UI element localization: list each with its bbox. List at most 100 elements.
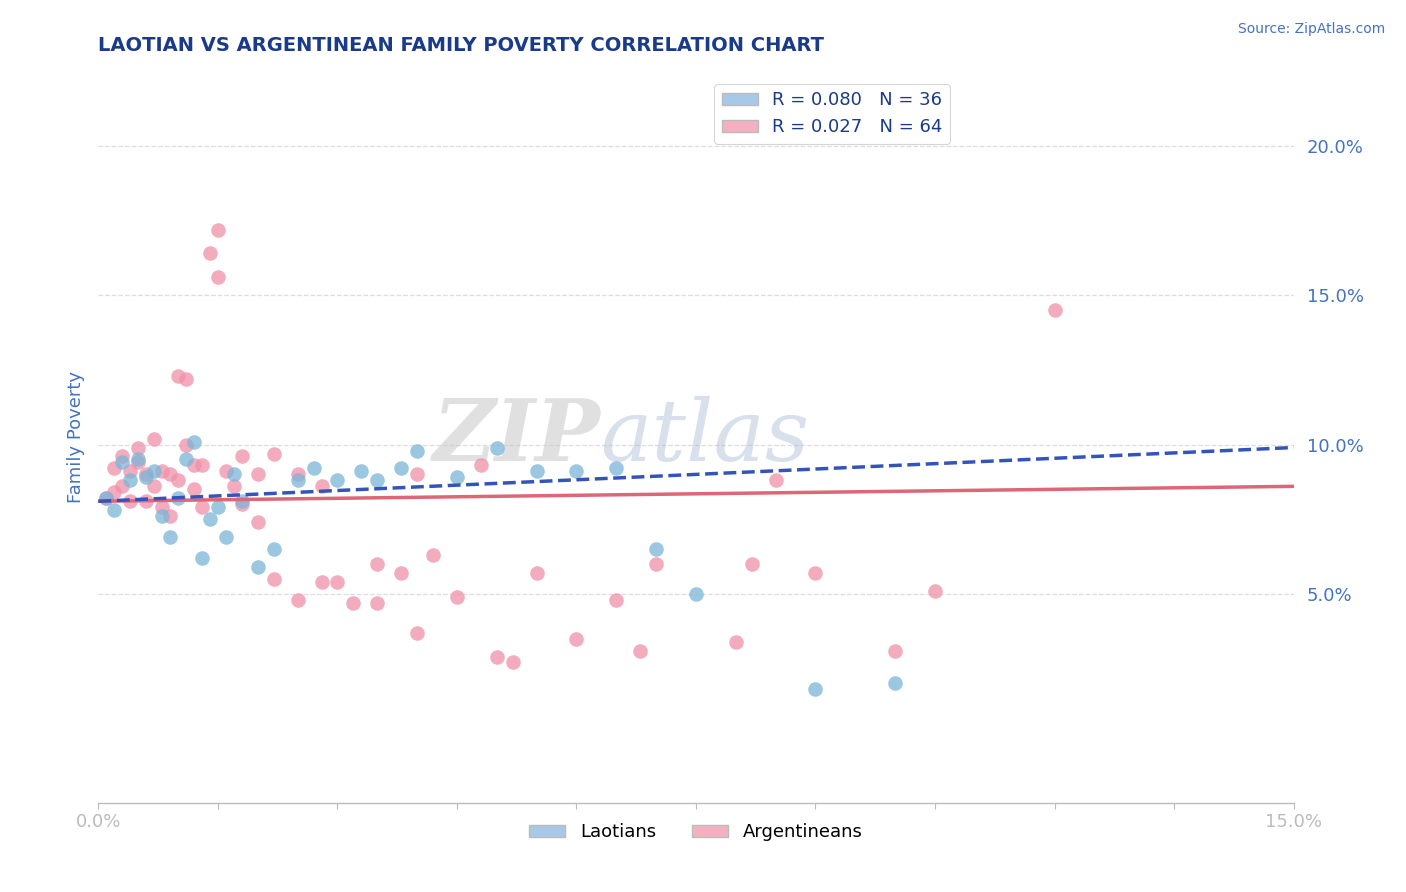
Point <box>366 596 388 610</box>
Point <box>103 503 125 517</box>
Point <box>127 455 149 469</box>
Point <box>246 515 269 529</box>
Point <box>159 509 181 524</box>
Text: LAOTIAN VS ARGENTINEAN FAMILY POVERTY CORRELATION CHART: LAOTIAN VS ARGENTINEAN FAMILY POVERTY CO… <box>98 36 824 54</box>
Point <box>135 467 157 482</box>
Point <box>215 530 238 544</box>
Point <box>263 542 285 557</box>
Point <box>924 583 946 598</box>
Point <box>231 450 253 464</box>
Point <box>222 479 245 493</box>
Point <box>183 483 205 497</box>
Point <box>389 566 412 580</box>
Point <box>143 464 166 478</box>
Point <box>96 491 118 506</box>
Point <box>287 474 309 488</box>
Point <box>246 467 269 482</box>
Point <box>406 443 429 458</box>
Point <box>685 587 707 601</box>
Point <box>350 464 373 478</box>
Point <box>311 574 333 589</box>
Point <box>191 551 214 566</box>
Point <box>311 479 333 493</box>
Point <box>884 643 907 657</box>
Point <box>231 497 253 511</box>
Point <box>422 548 444 562</box>
Point <box>1043 303 1066 318</box>
Point <box>804 682 827 697</box>
Point <box>150 509 173 524</box>
Point <box>526 464 548 478</box>
Point <box>183 458 205 473</box>
Point <box>565 632 588 646</box>
Point <box>502 656 524 670</box>
Point <box>628 643 651 657</box>
Point <box>470 458 492 473</box>
Point <box>198 512 221 526</box>
Point <box>263 572 285 586</box>
Point <box>207 270 229 285</box>
Point <box>120 474 142 488</box>
Text: Source: ZipAtlas.com: Source: ZipAtlas.com <box>1237 22 1385 37</box>
Text: atlas: atlas <box>600 396 810 478</box>
Point <box>406 625 429 640</box>
Point <box>159 530 181 544</box>
Point <box>222 467 245 482</box>
Point <box>446 590 468 604</box>
Point <box>565 464 588 478</box>
Point <box>207 222 229 236</box>
Point <box>724 634 747 648</box>
Y-axis label: Family Poverty: Family Poverty <box>66 371 84 503</box>
Point <box>198 246 221 260</box>
Point <box>765 474 787 488</box>
Point <box>389 461 412 475</box>
Point <box>326 574 349 589</box>
Point <box>263 446 285 460</box>
Point <box>96 491 118 506</box>
Point <box>111 479 134 493</box>
Point <box>103 485 125 500</box>
Point <box>287 592 309 607</box>
Point <box>884 676 907 690</box>
Point <box>103 461 125 475</box>
Point <box>246 560 269 574</box>
Text: ZIP: ZIP <box>433 395 600 479</box>
Point <box>446 470 468 484</box>
Point <box>366 557 388 571</box>
Point <box>287 467 309 482</box>
Point <box>526 566 548 580</box>
Point <box>135 494 157 508</box>
Point <box>167 368 190 383</box>
Point <box>366 474 388 488</box>
Point <box>741 557 763 571</box>
Point <box>207 500 229 515</box>
Point <box>804 566 827 580</box>
Point <box>302 461 325 475</box>
Point <box>127 441 149 455</box>
Point <box>167 491 190 506</box>
Point <box>150 464 173 478</box>
Point <box>159 467 181 482</box>
Point <box>215 464 238 478</box>
Point <box>605 461 627 475</box>
Point <box>127 452 149 467</box>
Point <box>174 372 197 386</box>
Point <box>120 494 142 508</box>
Legend: Laotians, Argentineans: Laotians, Argentineans <box>522 816 870 848</box>
Point <box>342 596 364 610</box>
Point <box>111 455 134 469</box>
Point <box>150 500 173 515</box>
Point <box>143 432 166 446</box>
Point <box>167 474 190 488</box>
Point <box>191 458 214 473</box>
Point <box>135 470 157 484</box>
Point <box>406 467 429 482</box>
Point <box>231 494 253 508</box>
Point <box>143 479 166 493</box>
Point <box>645 542 668 557</box>
Point <box>485 441 508 455</box>
Point <box>645 557 668 571</box>
Point <box>183 434 205 449</box>
Point <box>485 649 508 664</box>
Point <box>120 464 142 478</box>
